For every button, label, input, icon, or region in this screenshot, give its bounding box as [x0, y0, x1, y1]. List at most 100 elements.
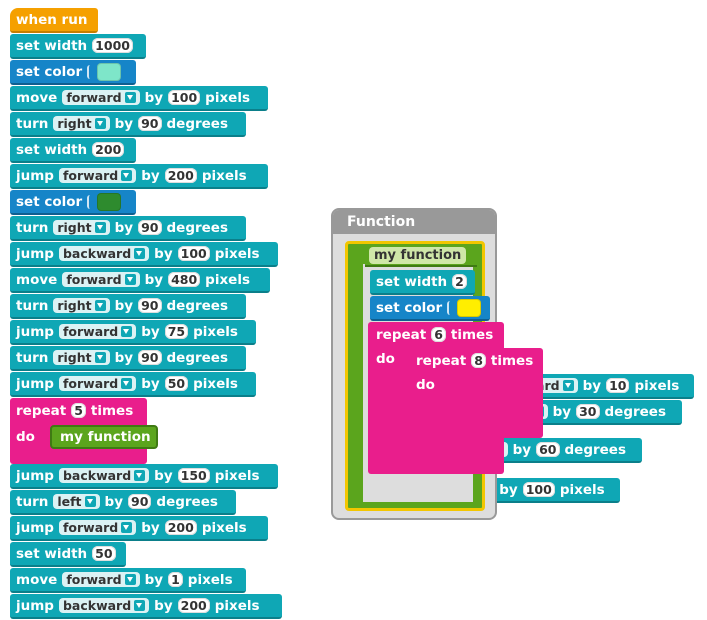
repeat-count[interactable]: 5 — [71, 403, 86, 418]
amount-value[interactable]: 75 — [164, 324, 189, 339]
by-label: by — [154, 467, 173, 484]
main-turn-block[interactable]: turn right by 90 degrees — [10, 112, 246, 137]
direction-dropdown-value: forward — [62, 520, 119, 535]
main-set-width-block[interactable]: set width 200 — [10, 138, 136, 163]
by-label: by — [144, 89, 164, 106]
color-picker[interactable] — [87, 62, 122, 81]
direction-dropdown[interactable]: right — [53, 298, 110, 313]
fn-set-color-block[interactable]: set color — [370, 296, 490, 321]
function-name[interactable]: my function — [369, 246, 467, 264]
main-move-block[interactable]: move forward by 100 pixels — [10, 86, 268, 111]
jump-label: jump — [16, 467, 54, 484]
by-label: by — [104, 493, 123, 510]
amount-value[interactable]: 90 — [128, 494, 152, 509]
main-set-color-block[interactable]: set color — [10, 60, 136, 85]
amount-value[interactable]: 100 — [177, 246, 210, 261]
move-label: move — [16, 571, 58, 588]
unit-label: pixels — [214, 245, 260, 262]
amount-value[interactable]: 200 — [164, 520, 197, 535]
by-label: by — [144, 571, 164, 588]
amount-value[interactable]: 50 — [164, 376, 189, 391]
color-swatch[interactable] — [97, 62, 122, 81]
amount-value[interactable]: 10 — [606, 378, 630, 393]
direction-dropdown-value: forward — [66, 272, 122, 287]
direction-dropdown[interactable]: backward — [58, 598, 150, 613]
repeat-do: do — [10, 424, 50, 449]
amount-value[interactable]: 90 — [138, 350, 162, 365]
direction-dropdown[interactable]: right — [53, 116, 110, 131]
by-label: by — [144, 271, 164, 288]
turn-label: turn — [16, 219, 49, 236]
main-after-set-width-block[interactable]: set width 50 — [10, 542, 126, 567]
by-label: by — [141, 375, 160, 392]
unit-label: pixels — [193, 323, 238, 340]
direction-dropdown[interactable]: forward — [58, 520, 137, 535]
main-after-jump-block[interactable]: jump backward by 200 pixels — [10, 594, 282, 619]
direction-dropdown[interactable]: forward — [62, 90, 140, 105]
amount-value[interactable]: 90 — [138, 116, 162, 131]
amount-value[interactable]: 30 — [576, 404, 600, 419]
direction-dropdown[interactable]: backward — [58, 468, 150, 483]
main-after-turn-block[interactable]: turn left by 90 degrees — [10, 490, 236, 515]
amount-value[interactable]: 90 — [138, 220, 162, 235]
amount-value[interactable]: 90 — [138, 298, 162, 313]
amount-value[interactable]: 200 — [177, 598, 210, 613]
by-label: by — [141, 519, 160, 536]
fn-set-width-value[interactable]: 2 — [452, 274, 467, 289]
fn-set-width-block[interactable]: set width 2 — [370, 270, 475, 295]
direction-dropdown-value: forward — [66, 572, 122, 587]
unit-label: pixels — [205, 271, 250, 288]
amount-value[interactable]: 60 — [536, 442, 560, 457]
direction-dropdown[interactable]: forward — [58, 376, 137, 391]
call-my-function-block[interactable]: my function — [50, 425, 158, 449]
direction-dropdown[interactable]: forward — [62, 572, 140, 587]
main-set-color-block[interactable]: set color — [10, 190, 136, 215]
when-run-block[interactable]: when run — [10, 8, 98, 33]
amount-value[interactable]: 100 — [522, 482, 555, 497]
width-value[interactable]: 50 — [92, 546, 116, 561]
main-move-block[interactable]: move forward by 480 pixels — [10, 268, 270, 293]
direction-dropdown-value: forward — [62, 168, 119, 183]
direction-dropdown[interactable]: forward — [58, 324, 137, 339]
width-value[interactable]: 1000 — [92, 38, 133, 53]
amount-value[interactable]: 200 — [164, 168, 197, 183]
main-after-jump-block[interactable]: jump backward by 150 pixels — [10, 464, 278, 489]
color-swatch[interactable] — [457, 298, 482, 317]
direction-dropdown[interactable]: right — [53, 220, 110, 235]
amount-value[interactable]: 100 — [168, 90, 201, 105]
main-jump-block[interactable]: jump forward by 75 pixels — [10, 320, 256, 345]
jump-label: jump — [16, 245, 54, 262]
set-color-label: set color — [16, 193, 83, 210]
main-turn-block[interactable]: turn right by 90 degrees — [10, 216, 246, 241]
width-value[interactable]: 200 — [92, 142, 125, 157]
main-after-jump-block[interactable]: jump forward by 200 pixels — [10, 516, 268, 541]
turn-label: turn — [16, 297, 49, 314]
main-after-move-block[interactable]: move forward by 1 pixels — [10, 568, 246, 593]
fn-inner-repeat-count[interactable]: 8 — [471, 353, 486, 368]
fn-outer-repeat-count[interactable]: 6 — [431, 327, 446, 342]
repeat-times-label: times — [90, 402, 134, 419]
main-jump-block[interactable]: jump forward by 50 pixels — [10, 372, 256, 397]
fn-color-picker[interactable] — [447, 298, 482, 317]
move-label: move — [16, 271, 58, 288]
main-turn-block[interactable]: turn right by 90 degrees — [10, 346, 246, 371]
direction-dropdown[interactable]: right — [53, 350, 110, 365]
amount-value[interactable]: 150 — [177, 468, 210, 483]
direction-dropdown[interactable]: forward — [58, 168, 137, 183]
unit-label: degrees — [156, 493, 218, 510]
color-swatch[interactable] — [97, 192, 122, 211]
set-width-label: set width — [16, 545, 88, 562]
main-jump-block[interactable]: jump backward by 100 pixels — [10, 242, 278, 267]
amount-value[interactable]: 1 — [168, 572, 183, 587]
direction-dropdown[interactable]: left — [53, 494, 100, 509]
chevron-down-icon — [124, 274, 136, 285]
direction-dropdown-value: right — [57, 298, 92, 313]
amount-value[interactable]: 480 — [168, 272, 201, 287]
direction-dropdown[interactable]: forward — [62, 272, 140, 287]
main-jump-block[interactable]: jump forward by 200 pixels — [10, 164, 268, 189]
main-set-width-block[interactable]: set width 1000 — [10, 34, 146, 59]
main-turn-block[interactable]: turn right by 90 degrees — [10, 294, 246, 319]
turn-label: turn — [16, 493, 49, 510]
color-picker[interactable] — [87, 192, 122, 211]
direction-dropdown[interactable]: backward — [58, 246, 150, 261]
